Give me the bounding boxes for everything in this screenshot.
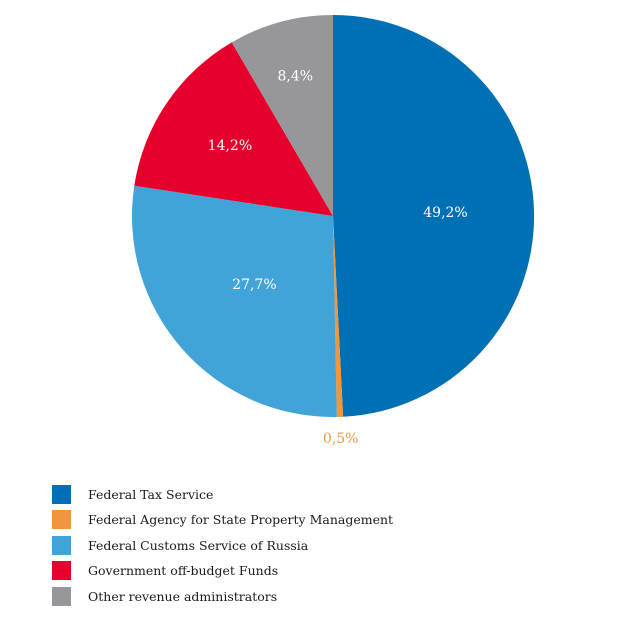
legend-label: Federal Agency for State Property Manage… (88, 512, 394, 527)
slice-label-3: 27,7% (232, 277, 276, 293)
pie-slice-3 (131, 185, 337, 417)
legend-item: Federal Tax Service (52, 484, 393, 504)
slice-label-1: 49,2% (423, 205, 467, 221)
pie-slice-2 (333, 216, 344, 417)
legend-swatch (52, 535, 71, 555)
pie-slice-5 (231, 14, 333, 216)
slice-label-4: 14,2% (208, 138, 252, 154)
legend-swatch (52, 586, 71, 606)
legend-label: Other revenue administrators (88, 588, 278, 604)
legend-item: Federal Customs Service of Russia (52, 535, 393, 555)
legend-item: Other revenue administrators (52, 586, 393, 606)
legend-label: Government off-budget Funds (88, 563, 279, 578)
pie-slice-1 (333, 14, 535, 417)
legend-item: Federal Agency for State Property Manage… (52, 510, 393, 530)
legend-item: Government off-budget Funds (52, 561, 393, 581)
slice-label-5: 8,4% (278, 68, 314, 84)
legend-swatch (52, 561, 71, 580)
legend-label: Federal Tax Service (88, 486, 214, 502)
legend-label: Federal Customs Service of Russia (88, 537, 309, 553)
pie-chart: 49,2% 0,5% 27,7% 14,2% 8,4% (131, 14, 535, 447)
pie-slice-4 (134, 42, 333, 216)
legend-swatch (52, 510, 71, 529)
slice-label-2: 0,5% (323, 431, 359, 447)
legend-swatch (52, 484, 71, 504)
legend: Federal Tax Service Federal Agency for St… (52, 484, 393, 612)
